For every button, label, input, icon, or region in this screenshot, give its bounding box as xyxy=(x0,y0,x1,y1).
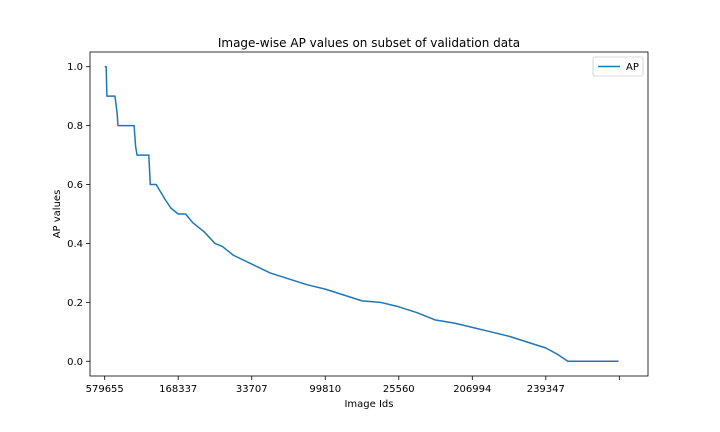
y-tick-label: 0.8 xyxy=(67,121,83,132)
legend: AP xyxy=(592,56,644,77)
y-tick-label: 0.2 xyxy=(67,298,83,309)
y-axis: 0.0 0.2 0.4 0.6 0.8 1.0 xyxy=(67,62,90,368)
x-tick-label: 168337 xyxy=(159,384,197,395)
chart-title: Image-wise AP values on subset of valida… xyxy=(218,36,520,50)
y-tick-label: 0.0 xyxy=(67,357,83,368)
y-tick-label: 1.0 xyxy=(67,62,83,73)
y-tick-label: 0.6 xyxy=(67,180,83,191)
plot-area xyxy=(89,51,649,377)
series-line-ap xyxy=(104,65,619,363)
legend-label: AP xyxy=(626,62,639,73)
x-tick-label: 25560 xyxy=(383,384,415,395)
x-axis-label: Image Ids xyxy=(344,399,393,410)
y-tick-label: 0.4 xyxy=(67,239,83,250)
x-tick-label: 579655 xyxy=(86,384,124,395)
x-tick-label: 33707 xyxy=(236,384,268,395)
x-tick-label: 99810 xyxy=(309,384,341,395)
y-axis-label: AP values xyxy=(52,190,63,239)
series-layer xyxy=(104,65,619,363)
x-tick-label: 206994 xyxy=(453,384,491,395)
x-axis: 579655 168337 33707 99810 25560 206994 239347 xyxy=(86,376,620,395)
x-tick-label: 239347 xyxy=(527,384,565,395)
